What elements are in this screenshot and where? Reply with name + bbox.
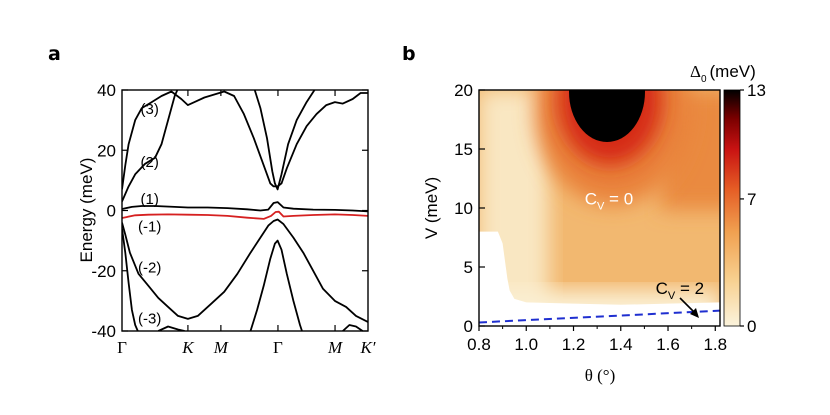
y-tick-label: -20 [91,262,116,281]
y-tick-label: 20 [97,141,116,160]
x-tick-label: 1.8 [703,335,727,354]
x-tick-label: 1.2 [562,335,586,354]
band-line [157,325,185,331]
band-label: (-2) [138,259,161,276]
phase-boundary-line [479,309,720,324]
x-tick-label: 1.0 [514,335,538,354]
band-line [253,90,316,191]
x-tick-label: 0.8 [467,335,491,354]
band-line [122,210,368,220]
y-tick-label: 0 [464,317,473,336]
colorbar-title: Δ0 (meV) [690,62,756,85]
y-tick-label: -40 [91,322,116,341]
gap-heatmap: 0 5 10 15 20 0.8 1.0 1.2 1.4 1.6 1.8 V (meV) θ (°… [422,62,766,385]
cv2-annotation: CV = 2 [656,279,704,302]
colorbar [723,89,741,327]
y-tick-label: 0 [107,202,116,221]
colorbar-tick-label: 13 [747,81,766,100]
y-axis-label-a: Energy (meV) [77,158,96,263]
heatmap-dark-core [569,90,645,142]
band-line [122,90,179,202]
y-tick-label: 15 [454,140,473,159]
band-label: (3) [141,101,159,118]
x-tick-label: K [181,338,195,357]
y-tick-label: 40 [97,81,116,100]
colorbar-tick-label: 0 [747,317,756,336]
x-tick-label: M [327,338,343,357]
cv2-arrowhead [690,308,699,318]
x-tick-label: Γ [117,338,127,357]
y-axis-label-b: V (meV) [422,177,441,239]
y-tick-label: 10 [454,199,473,218]
band-line [342,324,364,331]
band-label: (1) [141,191,159,208]
panel-b-label: b [402,43,416,65]
band-label: (-1) [138,219,161,236]
x-tick-label: M [213,338,229,357]
colorbar-tick-label: 7 [747,190,756,209]
panel-a-label: a [48,43,61,65]
x-tick-label: 1.6 [656,335,680,354]
x-tick-label: 1.4 [609,335,633,354]
y-tick-label: 5 [464,258,473,277]
band-line [122,218,368,323]
band-label: (2) [141,154,159,171]
band-line [122,228,139,331]
cv0-annotation: CV = 0 [585,189,633,212]
band-line [249,239,303,331]
x-axis-label-b: θ (°) [585,366,616,385]
x-tick-label: K′ [359,338,375,357]
y-tick-label: 20 [454,81,473,100]
x-tick-label: Γ [273,338,283,357]
band-line [122,201,368,213]
band-line [122,90,368,190]
band-label: (-3) [138,310,161,327]
